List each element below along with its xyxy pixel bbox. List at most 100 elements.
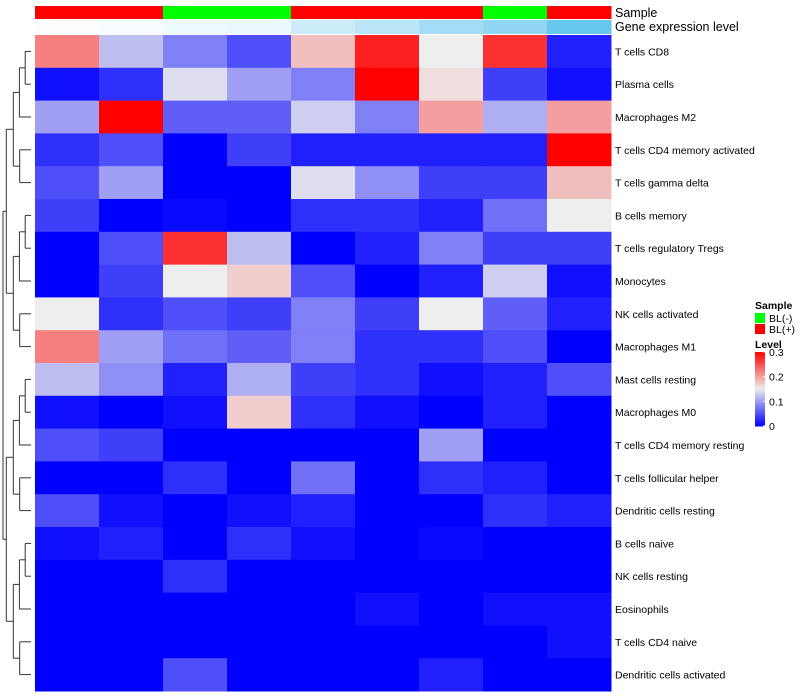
sample-annotation-cell — [227, 6, 292, 19]
heatmap-cell — [99, 363, 164, 397]
heatmap-cell — [99, 67, 164, 102]
heatmap-cell — [291, 166, 356, 200]
heatmap-cell — [547, 166, 612, 200]
heatmap-cells — [35, 35, 612, 692]
gene-expression-annotation-cell — [547, 20, 612, 34]
heatmap-cell — [99, 231, 164, 266]
level-colorbar-segment — [755, 376, 765, 379]
heatmap-cell — [291, 133, 356, 167]
row-label: T cells CD8 — [615, 46, 669, 58]
row-label: T cells CD4 memory resting — [615, 440, 744, 452]
heatmap-cell — [163, 461, 228, 495]
heatmap-cell — [547, 559, 612, 594]
heatmap-cell — [163, 264, 228, 298]
sample-annotation-cell — [483, 6, 548, 19]
heatmap-cell — [99, 133, 164, 167]
level-colorbar-segment — [755, 372, 765, 375]
heatmap-cell — [419, 330, 484, 364]
heatmap-cell — [547, 330, 612, 364]
sample-annotation-cell — [35, 6, 100, 19]
heatmap-cell — [547, 527, 612, 561]
row-label: NK cells activated — [615, 309, 699, 321]
heatmap-cell — [163, 527, 228, 561]
heatmap-cell — [35, 231, 100, 266]
heatmap-cell — [355, 559, 420, 594]
heatmap-cell — [99, 395, 164, 430]
heatmap-cell — [99, 297, 164, 331]
heatmap-cell — [483, 625, 548, 659]
level-colorbar-segment — [755, 396, 765, 399]
heatmap-cell — [355, 199, 420, 233]
level-colorbar-segment — [755, 414, 765, 418]
heatmap-cell — [291, 395, 356, 430]
heatmap-cell — [163, 35, 228, 69]
sample-annotation-label: Sample — [615, 6, 657, 20]
heatmap-cell — [99, 166, 164, 200]
heatmap-cell — [99, 494, 164, 528]
heatmap-cell — [483, 428, 548, 462]
heatmap-cell — [355, 625, 420, 659]
heatmap-cell — [419, 100, 484, 134]
level-colorbar-segment — [755, 418, 765, 421]
heatmap-cell — [227, 199, 292, 233]
heatmap-cell — [227, 658, 292, 692]
heatmap-cell — [227, 297, 292, 331]
heatmap-cell — [35, 35, 100, 69]
row-label: Macrophages M1 — [615, 342, 696, 354]
level-colorbar-segment — [755, 377, 765, 381]
heatmap-cell — [291, 625, 356, 659]
heatmap-cell — [355, 494, 420, 528]
heatmap-cell — [227, 133, 292, 167]
heatmap-cell — [483, 199, 548, 233]
level-colorbar-segment — [755, 403, 765, 407]
level-colorbar-segment — [755, 379, 765, 383]
heatmap-cell — [483, 559, 548, 594]
level-colorbar-segment — [755, 359, 765, 362]
heatmap-cell — [99, 559, 164, 594]
level-colorbar-segment — [755, 409, 765, 412]
heatmap-cell — [355, 428, 420, 462]
heatmap-cell — [35, 461, 100, 495]
level-colorbar-segment — [755, 368, 765, 371]
level-colorbar-segment — [755, 383, 765, 386]
heatmap-cell — [419, 133, 484, 167]
heatmap-cell — [291, 658, 356, 692]
level-colorbar-segment — [755, 411, 765, 414]
heatmap-cell — [483, 264, 548, 298]
level-colorbar-segment — [755, 422, 765, 425]
heatmap-cell — [227, 231, 292, 266]
heatmap-cell — [355, 35, 420, 69]
heatmap-cell — [163, 625, 228, 659]
heatmap-cell — [99, 330, 164, 364]
heatmap-cell — [355, 297, 420, 331]
sample-annotation-cell — [291, 6, 356, 19]
heatmap-cell — [355, 133, 420, 167]
heatmap-cell — [35, 559, 100, 594]
gene-expression-annotation-cell — [291, 20, 356, 34]
heatmap-cell — [291, 428, 356, 462]
level-colorbar-segment — [755, 364, 765, 368]
heatmap-cell — [35, 527, 100, 561]
heatmap-cell — [35, 100, 100, 134]
heatmap-cell — [35, 199, 100, 233]
heatmap-cell — [227, 100, 292, 134]
level-tick-label: 0 — [769, 421, 775, 433]
heatmap-cell — [291, 527, 356, 561]
heatmap-cell — [227, 264, 292, 298]
row-label: Plasma cells — [615, 79, 674, 91]
heatmap-cell — [291, 100, 356, 134]
heatmap-cell — [35, 658, 100, 692]
heatmap-cell — [483, 395, 548, 430]
heatmap-cell — [35, 494, 100, 528]
level-tick-label: 0.2 — [769, 372, 784, 384]
heatmap-cell — [355, 658, 420, 692]
heatmap-cell — [227, 67, 292, 102]
heatmap-cell — [419, 231, 484, 266]
sample-annotation-cell — [419, 6, 484, 19]
heatmap-cell — [291, 592, 356, 626]
heatmap-cell — [35, 592, 100, 626]
heatmap-cell — [355, 527, 420, 561]
level-colorbar-segment — [755, 355, 765, 359]
row-labels: T cells CD8 Plasma cells Macrophages M2 T c… — [615, 46, 755, 681]
